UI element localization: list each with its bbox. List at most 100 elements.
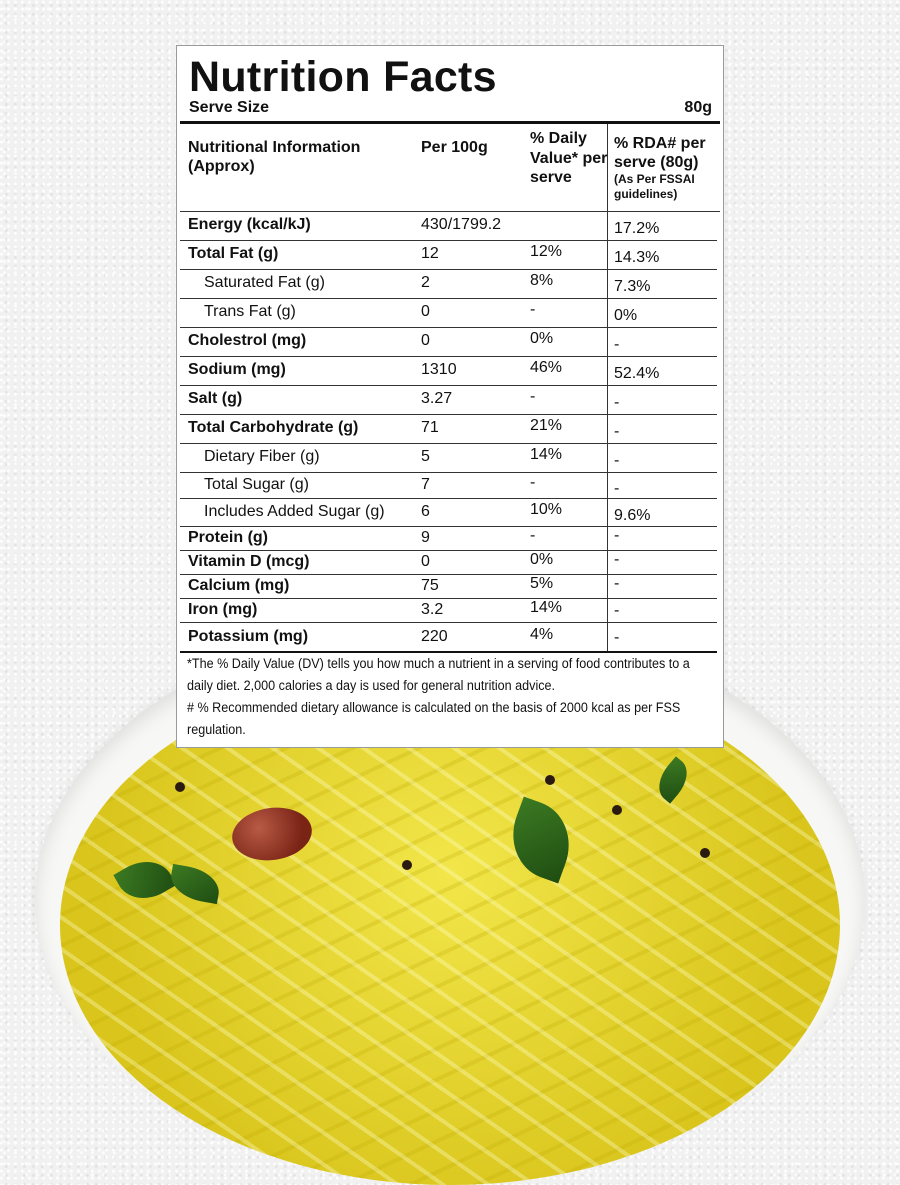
per-100g-value: 220 — [421, 628, 448, 645]
row-divider — [180, 550, 717, 551]
row-divider — [180, 598, 717, 599]
row-divider — [180, 240, 717, 241]
label-title: Nutrition Facts — [189, 53, 497, 101]
header-daily-value: % Daily Value* per serve — [530, 130, 608, 186]
nutrient-name: Sodium (mg) — [188, 361, 286, 378]
per-100g-value: 5 — [421, 448, 430, 465]
rda-value: 9.6% — [614, 507, 651, 524]
rda-value: - — [614, 575, 620, 592]
mustard-seed-image — [545, 775, 555, 785]
nutrient-name: Vitamin D (mcg) — [188, 553, 310, 570]
rda-value: - — [614, 602, 620, 619]
rda-value: - — [614, 394, 620, 411]
row-divider — [180, 298, 717, 299]
nutrient-name: Energy (kcal/kJ) — [188, 216, 311, 233]
nutrient-name: Total Sugar (g) — [204, 476, 309, 493]
table-row-iron: Iron (mg) 3.2 14% - — [177, 598, 723, 622]
header-rda-main: % RDA# per serve (80g) — [614, 135, 706, 171]
nutrient-name: Calcium (mg) — [188, 577, 290, 594]
nutrient-name: Total Carbohydrate (g) — [188, 419, 359, 436]
mustard-seed-image — [700, 848, 710, 858]
table-row-trans-fat: Trans Fat (g) 0 - 0% — [177, 298, 723, 327]
rda-value: 17.2% — [614, 220, 660, 237]
table-row-includes-added-sugar: Includes Added Sugar (g) 6 10% 9.6% — [177, 498, 723, 526]
daily-value: - — [530, 301, 536, 318]
row-divider — [180, 356, 717, 357]
row-divider — [180, 498, 717, 499]
nutrient-name: Iron (mg) — [188, 601, 258, 618]
rda-value: 7.3% — [614, 278, 651, 295]
table-row-vitamin-d: Vitamin D (mcg) 0 0% - — [177, 550, 723, 574]
serve-size-row: Serve Size 80g — [189, 98, 712, 118]
nutrient-name: Potassium (mg) — [188, 628, 309, 645]
row-divider — [180, 327, 717, 328]
rda-value: - — [614, 423, 620, 440]
row-divider — [180, 526, 717, 527]
daily-value: 21% — [530, 417, 563, 434]
nutrient-name: Salt (g) — [188, 390, 243, 407]
per-100g-value: 0 — [421, 303, 430, 320]
table-header: Nutritional Information (Approx) Per 100… — [177, 124, 723, 259]
row-divider — [180, 651, 717, 653]
rda-value: 14.3% — [614, 249, 660, 266]
daily-value: 14% — [530, 599, 563, 616]
daily-value: 5% — [530, 575, 554, 592]
daily-value: - — [530, 388, 536, 405]
per-100g-value: 0 — [421, 332, 430, 349]
table-row-total-fat: Total Fat (g) 12 12% 14.3% — [177, 240, 723, 269]
row-divider — [180, 622, 717, 623]
daily-value: 0% — [530, 330, 554, 347]
daily-value: - — [530, 527, 536, 544]
row-divider — [180, 211, 720, 212]
nutrient-name: Includes Added Sugar (g) — [204, 503, 385, 520]
rda-value: 52.4% — [614, 365, 660, 382]
rda-value: - — [614, 629, 620, 646]
per-100g-value: 430/1799.2 — [421, 216, 502, 233]
daily-value: 8% — [530, 272, 554, 289]
per-100g-value: 6 — [421, 503, 430, 520]
table-row-calcium: Calcium (mg) 75 5% - — [177, 574, 723, 598]
header-per-100g: Per 100g — [421, 139, 488, 156]
daily-value: 0% — [530, 551, 554, 568]
daily-value: 10% — [530, 501, 563, 518]
header-nutritional-info: Nutritional Information (Approx) — [188, 139, 361, 175]
row-divider — [180, 574, 717, 575]
rda-value: - — [614, 527, 620, 544]
footnote-daily-value: *The % Daily Value (DV) tells you how mu… — [187, 656, 690, 693]
daily-value: 46% — [530, 359, 563, 376]
table-row-total-sugar: Total Sugar (g) 7 - - — [177, 472, 723, 498]
nutrient-name: Trans Fat (g) — [204, 303, 296, 320]
daily-value: 12% — [530, 243, 563, 260]
serve-size-value: 80g — [684, 99, 712, 116]
table-row-sodium: Sodium (mg) 1310 46% 52.4% — [177, 356, 723, 385]
rda-value: - — [614, 551, 620, 568]
per-100g-value: 0 — [421, 553, 430, 570]
footnotes: *The % Daily Value (DV) tells you how mu… — [187, 653, 713, 741]
mustard-seed-image — [612, 805, 622, 815]
per-100g-value: 12 — [421, 245, 439, 262]
table-row-total-carbohydrate: Total Carbohydrate (g) 71 21% - — [177, 414, 723, 443]
daily-value: - — [530, 474, 536, 491]
rda-value: - — [614, 452, 620, 469]
mustard-seed-image — [175, 782, 185, 792]
footnote-rda: # % Recommended dietary allowance is cal… — [187, 700, 681, 737]
nutrient-name: Cholestrol (mg) — [188, 332, 307, 349]
nutrient-name: Protein (g) — [188, 529, 268, 546]
nutrient-name: Total Fat (g) — [188, 245, 279, 262]
per-100g-value: 2 — [421, 274, 430, 291]
table-row-dietary-fiber: Dietary Fiber (g) 5 14% - — [177, 443, 723, 472]
rda-value: - — [614, 480, 620, 497]
nutrient-name: Saturated Fat (g) — [204, 274, 325, 291]
daily-value: 14% — [530, 446, 563, 463]
table-row-saturated-fat: Saturated Fat (g) 2 8% 7.3% — [177, 269, 723, 298]
table-row-protein: Protein (g) 9 - - — [177, 526, 723, 550]
nutrient-name: Dietary Fiber (g) — [204, 448, 320, 465]
per-100g-value: 3.2 — [421, 601, 444, 618]
column-divider — [607, 124, 608, 651]
rda-value: - — [614, 336, 620, 353]
table-row-cholestrol: Cholestrol (mg) 0 0% - — [177, 327, 723, 356]
row-divider — [180, 472, 717, 473]
per-100g-value: 1310 — [421, 361, 457, 378]
daily-value: 4% — [530, 626, 554, 643]
per-100g-value: 3.27 — [421, 390, 453, 407]
